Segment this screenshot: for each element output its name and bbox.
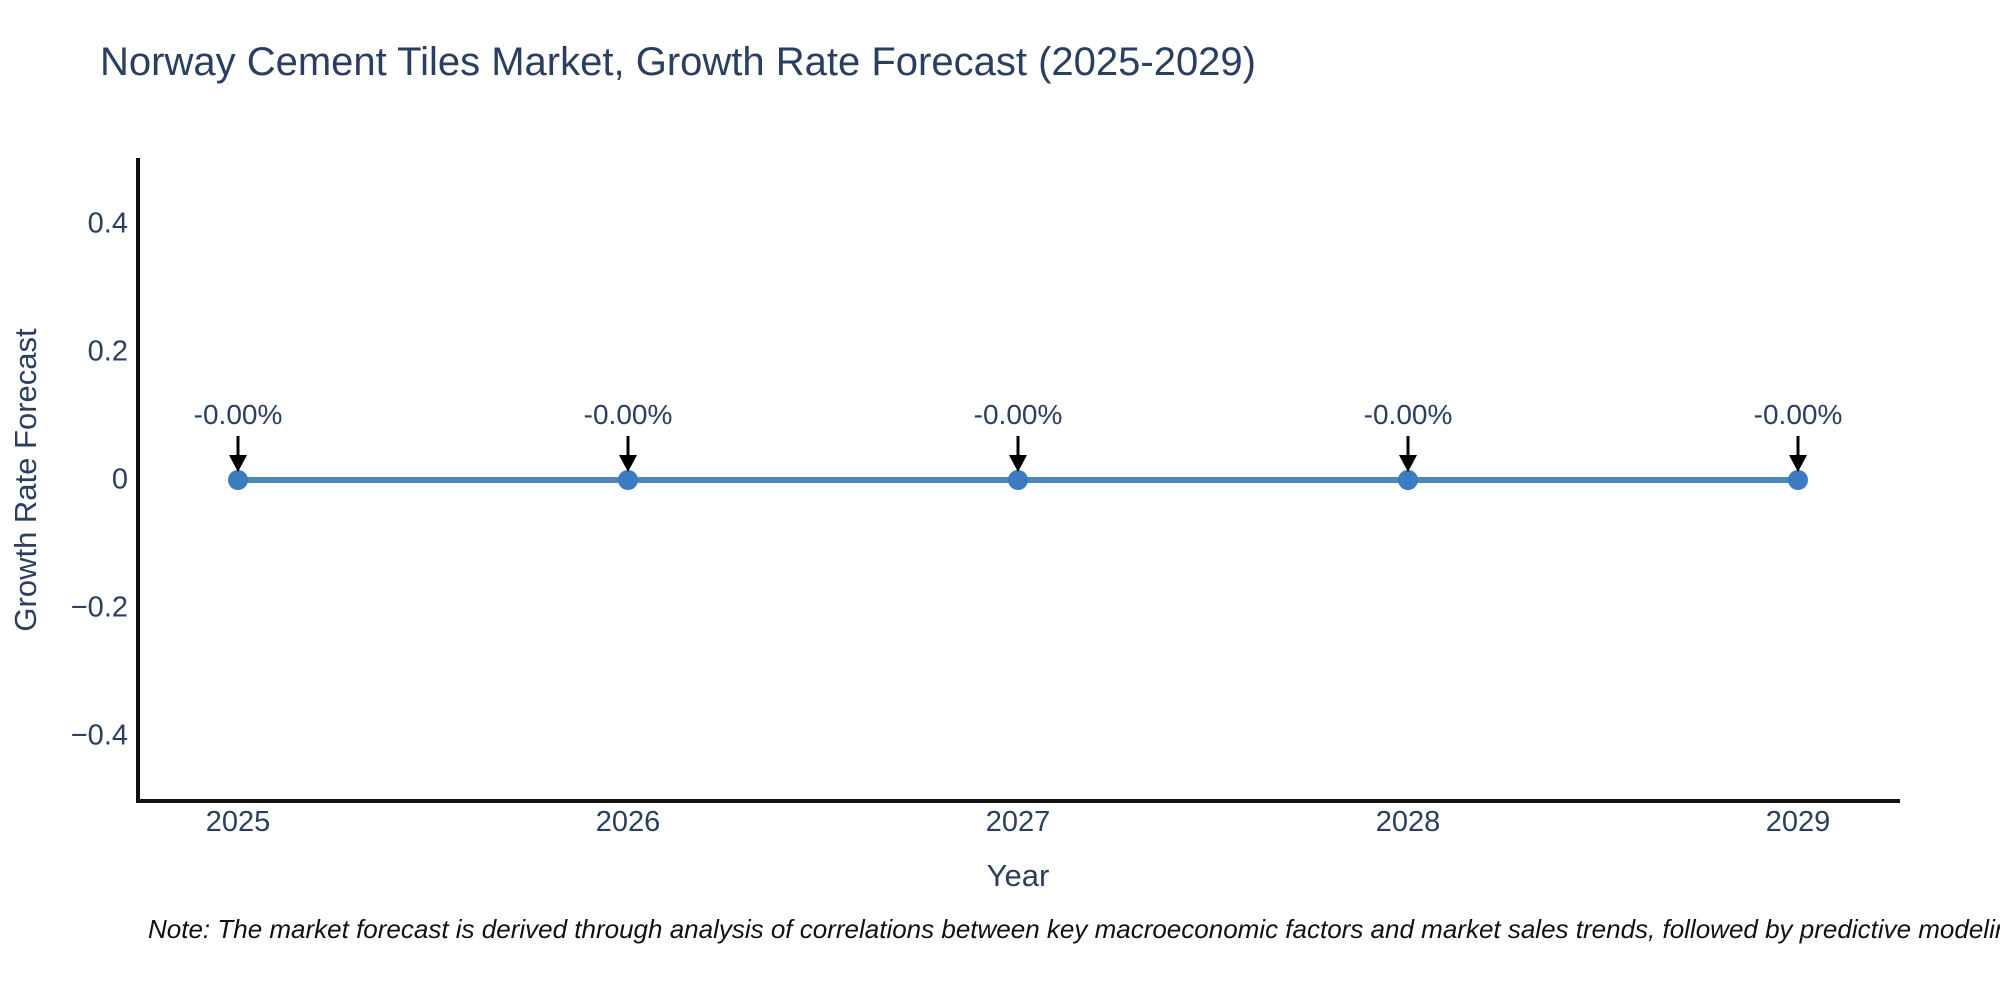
- y-tick-label: −0.4: [70, 719, 128, 752]
- data-point-marker: [618, 470, 638, 490]
- annotation-label: -0.00%: [973, 399, 1063, 430]
- data-point-marker: [1008, 470, 1028, 490]
- x-axis-line: [136, 799, 1900, 803]
- annotation-arrow-head: [619, 455, 637, 472]
- annotation-label: -0.00%: [193, 399, 283, 430]
- chart-title: Norway Cement Tiles Market, Growth Rate …: [100, 40, 1256, 84]
- annotation-label: -0.00%: [583, 399, 673, 430]
- x-tick-label: 2028: [1375, 806, 1441, 838]
- data-point-marker: [228, 470, 248, 490]
- y-tick-label: −0.2: [70, 591, 128, 624]
- x-axis-title: Year: [986, 858, 1050, 893]
- x-tick-label: 2029: [1765, 806, 1831, 838]
- y-tick-label: 0.4: [87, 207, 128, 240]
- y-axis-line: [136, 158, 140, 803]
- data-point-marker: [1398, 470, 1418, 490]
- data-point-marker: [1788, 470, 1808, 490]
- x-tick-label: 2026: [595, 806, 661, 838]
- y-tick-label: 0: [111, 463, 128, 496]
- annotation-arrow-head: [229, 455, 247, 472]
- footnote: Note: The market forecast is derived thr…: [148, 914, 2000, 944]
- annotation-arrow-head: [1009, 455, 1027, 472]
- x-tick-label: 2025: [205, 806, 271, 838]
- annotation-arrow-head: [1789, 455, 1807, 472]
- annotation-label: -0.00%: [1363, 399, 1453, 430]
- annotation-label: -0.00%: [1753, 399, 1843, 430]
- annotation-arrow-head: [1399, 455, 1417, 472]
- x-tick-label: 2027: [985, 806, 1051, 838]
- y-tick-label: 0.2: [87, 335, 128, 368]
